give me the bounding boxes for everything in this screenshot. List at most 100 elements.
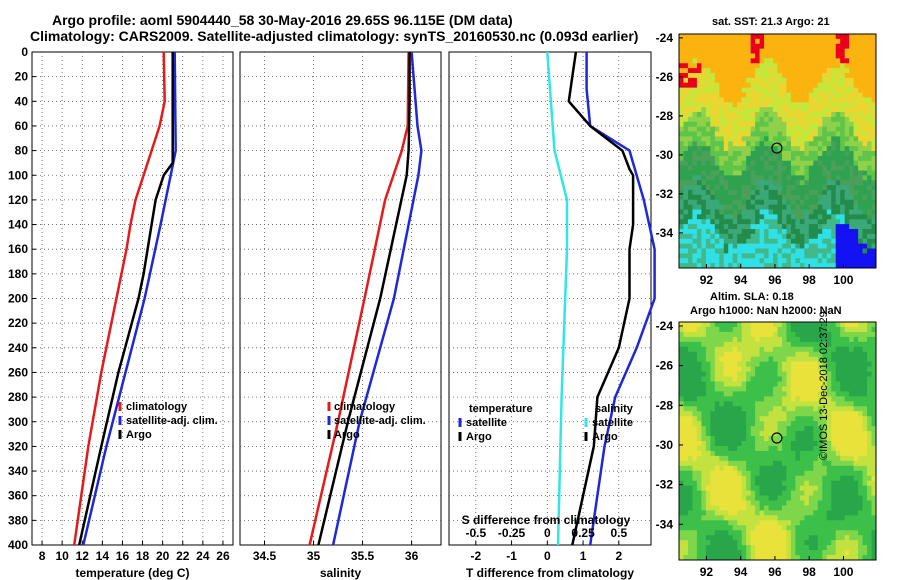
map-cell [683,505,689,511]
map-cell [790,351,796,358]
map-cell [822,204,828,210]
map-cell [795,336,801,343]
map-cell [710,38,716,45]
map-cell [853,550,859,556]
x-tick-label: 8 [39,549,46,563]
map-cell [835,155,841,162]
map-cell [759,426,765,432]
map-cell [795,229,801,235]
map-cell [728,480,734,487]
map-cell [741,436,747,442]
map-cell [692,219,698,225]
map-cell [723,263,729,269]
map-cell [817,520,823,526]
map-cell [804,68,810,74]
map-cell [862,121,868,128]
map-cell [710,505,716,511]
map-cell [849,485,855,491]
map-cell [728,258,734,264]
map-cell [692,391,698,397]
map-cell [858,386,863,392]
map-cell [840,460,846,467]
map-cell [804,421,810,427]
map-cell [840,107,846,113]
map-cell [728,58,734,64]
map-cell [781,396,787,402]
map-cell [862,396,868,402]
map-cell [795,107,801,113]
map-cell [858,73,863,79]
map-cell [808,82,814,89]
map-cell [853,58,859,64]
map-cell [701,470,707,477]
map-cell [862,258,868,264]
map-cell [781,107,787,113]
map-cell [737,136,743,142]
map-cell [768,58,774,64]
map-cell [728,515,734,521]
map-cell [701,322,707,328]
map-cell [710,416,716,422]
map-cell [764,209,769,215]
map-cell [714,165,720,171]
map-cell [773,331,778,338]
map-cell [786,204,792,210]
map-cell [862,535,868,541]
map-cell [737,530,743,536]
map-cell [728,224,734,230]
map-cell [853,411,859,417]
map-cell [799,326,805,333]
map-cell [799,431,805,437]
map-cell [858,406,863,412]
map-cell [773,214,778,220]
map-cell [714,214,720,220]
map-cell [867,346,872,353]
map-cell [777,194,783,201]
map-cell [867,219,872,225]
map-cell [741,97,747,103]
map-cell [804,510,810,516]
map-cell [728,386,734,392]
map-cell [719,151,725,157]
map-cell [853,530,859,536]
map-cell [679,500,684,506]
map-cell [719,92,725,98]
map-cell [755,204,760,210]
map-cell [781,180,787,186]
map-cell [853,351,859,358]
map-cell [692,209,698,215]
map-cell [764,190,769,196]
y-tick-label: 320 [8,439,28,453]
map-cell [853,416,859,422]
map-cell [817,112,823,118]
map-cell [705,48,711,54]
map-cell [679,331,684,338]
map-cell [750,495,756,501]
map-cell [728,243,734,249]
map-cell [714,341,720,348]
map-cell [867,214,872,220]
map-cell [862,68,868,74]
map-cell [831,155,837,162]
map-cell [786,185,792,191]
map-cell [867,82,872,89]
map-cell [817,490,823,496]
map-cell [768,194,774,201]
map-cell [858,238,863,245]
map-cell [746,421,752,427]
map-cell [714,465,720,472]
map-cell [759,351,765,358]
map-cell [777,160,783,167]
map-cell [817,341,823,348]
map-cell [696,386,702,392]
map-cell [714,470,720,477]
map-cell [826,141,832,147]
map-cell [786,121,792,128]
map-cell [781,510,787,516]
map-cell [701,214,707,220]
map-cell [768,116,774,123]
map-cell [683,530,689,536]
map-cell [732,386,738,392]
map-cell [705,495,711,501]
map-cell [786,175,792,181]
